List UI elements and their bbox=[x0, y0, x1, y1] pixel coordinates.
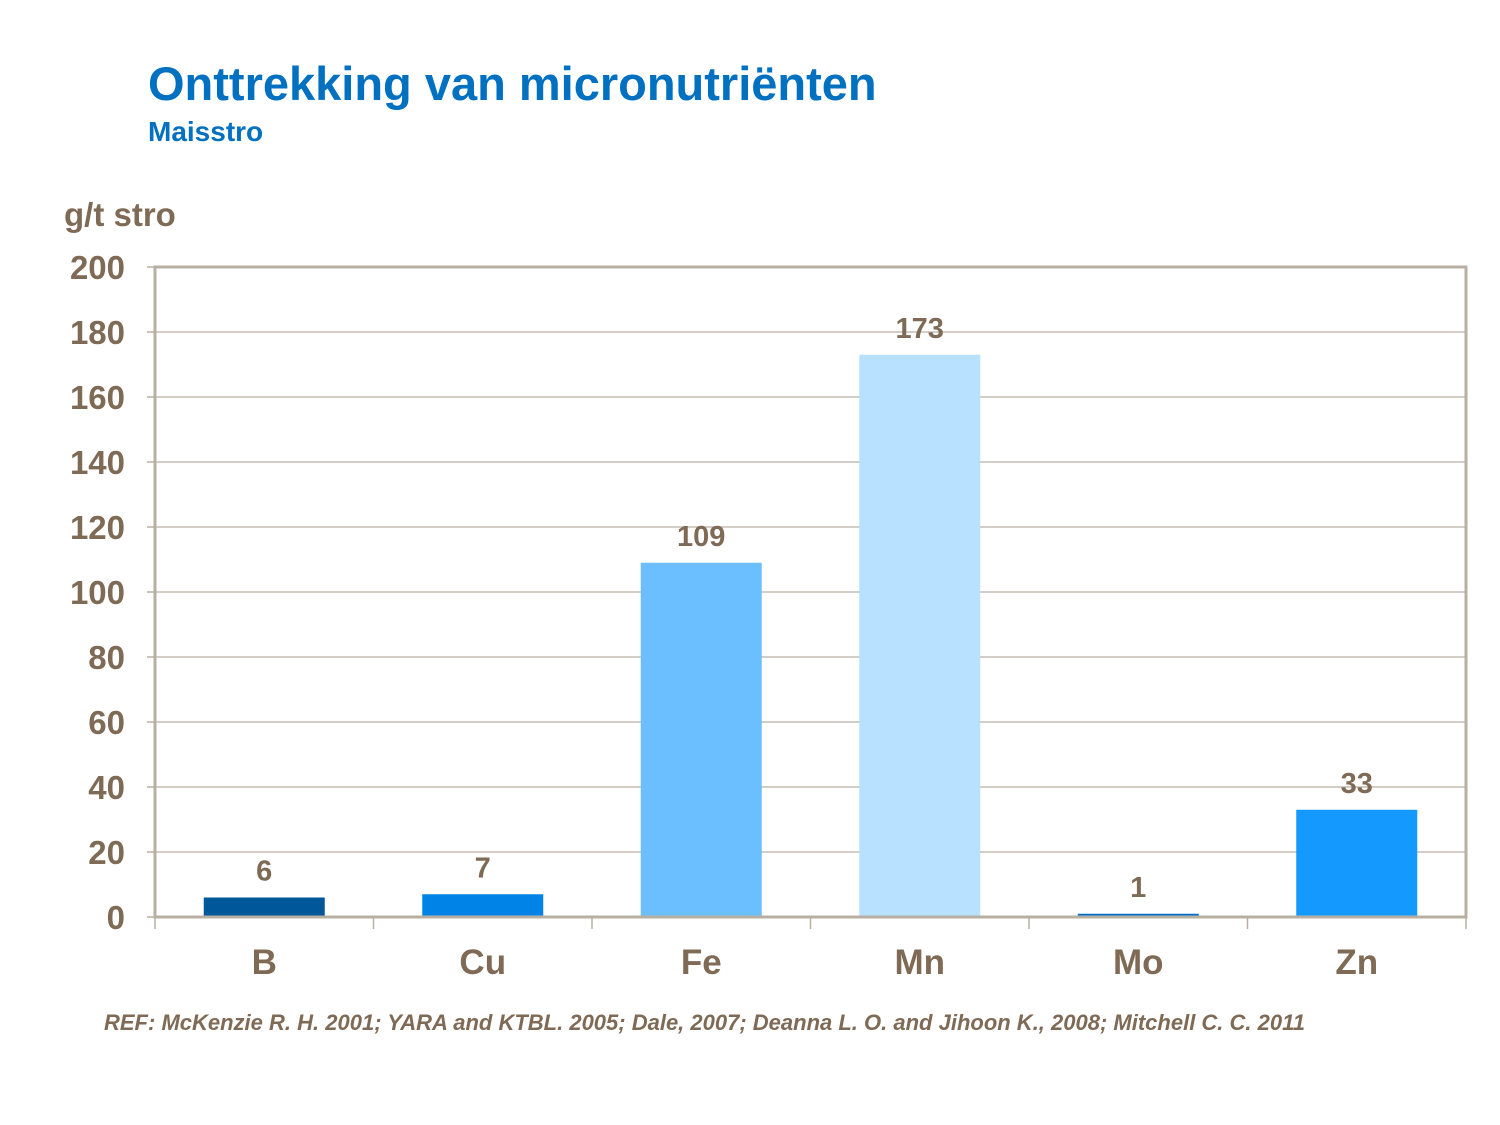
bar-Zn bbox=[1296, 809, 1418, 917]
y-axis-label: g/t stro bbox=[64, 196, 176, 233]
y-tick-label: 20 bbox=[88, 834, 125, 871]
chart-subtitle: Maisstro bbox=[148, 116, 264, 147]
x-tick-label: B bbox=[252, 943, 277, 982]
reference-text: REF: McKenzie R. H. 2001; YARA and KTBL.… bbox=[104, 1010, 1305, 1035]
chart-title: Onttrekking van micronutriënten bbox=[148, 57, 877, 110]
x-tick-label: Mn bbox=[894, 943, 945, 982]
bar-B bbox=[203, 897, 325, 917]
data-label: 6 bbox=[256, 856, 272, 888]
y-tick-label: 80 bbox=[88, 639, 125, 676]
data-label: 173 bbox=[896, 313, 944, 345]
data-label: 33 bbox=[1341, 768, 1373, 800]
y-tick-label: 140 bbox=[70, 444, 125, 481]
bar-Fe bbox=[640, 562, 762, 917]
y-tick-label: 200 bbox=[70, 249, 125, 286]
x-tick-label: Cu bbox=[459, 943, 506, 982]
bar-Cu bbox=[422, 894, 544, 917]
x-tick-label: Fe bbox=[681, 943, 722, 982]
bar-Mo bbox=[1077, 913, 1199, 917]
data-label: 7 bbox=[475, 852, 491, 884]
x-tick-label: Zn bbox=[1335, 943, 1378, 982]
data-label: 1 bbox=[1130, 872, 1146, 904]
data-label: 109 bbox=[677, 521, 725, 553]
y-tick-label: 160 bbox=[70, 379, 125, 416]
plot-border bbox=[153, 265, 1468, 919]
y-tick-label: 180 bbox=[70, 314, 125, 351]
y-tick-label: 40 bbox=[88, 769, 125, 806]
x-tick-label: Mo bbox=[1113, 943, 1164, 982]
y-tick-label: 120 bbox=[70, 509, 125, 546]
bar-Mn bbox=[859, 354, 981, 917]
y-tick-label: 100 bbox=[70, 574, 125, 611]
y-tick-label: 60 bbox=[88, 704, 125, 741]
y-tick-label: 0 bbox=[107, 899, 125, 936]
